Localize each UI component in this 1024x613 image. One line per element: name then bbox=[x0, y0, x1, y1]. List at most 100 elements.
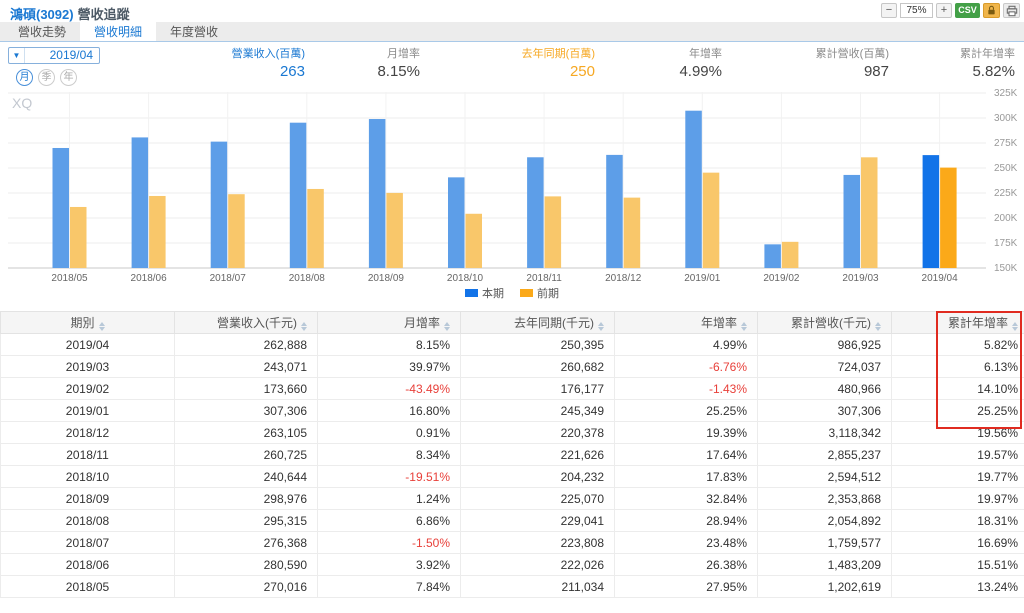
bar-current-2018/09[interactable] bbox=[368, 119, 386, 268]
table-cell: 2018/11 bbox=[0, 443, 175, 466]
bar-previous-2018/08[interactable] bbox=[307, 188, 324, 268]
table-cell: 2018/09 bbox=[0, 487, 175, 510]
column-header-累計營收(千元)[interactable]: 累計營收(千元) bbox=[757, 311, 892, 334]
bar-current-2018/06[interactable] bbox=[131, 137, 149, 268]
table-cell: 986,925 bbox=[757, 333, 892, 356]
printer-icon bbox=[1006, 5, 1017, 16]
table-row: 2018/06 280,590 3.92% 222,026 26.38% 1,483,20… bbox=[0, 553, 1024, 576]
table-cell: 2019/02 bbox=[0, 377, 175, 400]
period-dropdown[interactable]: ▼ 2019/04 bbox=[8, 47, 100, 64]
bar-current-2018/05[interactable] bbox=[52, 147, 70, 268]
bar-previous-2019/03[interactable] bbox=[861, 157, 878, 268]
tab-營收走勢[interactable]: 營收走勢 bbox=[18, 25, 67, 39]
tab-營收明細[interactable]: 營收明細 bbox=[80, 22, 157, 41]
period-mode-buttons: 月季年 bbox=[16, 69, 77, 86]
stat-label: 月增率 bbox=[387, 48, 420, 60]
bar-previous-2018/07[interactable] bbox=[228, 194, 245, 268]
table-cell: 6.86% bbox=[317, 509, 461, 532]
print-button[interactable] bbox=[1003, 3, 1020, 18]
column-header-營業收入(千元)[interactable]: 營業收入(千元) bbox=[174, 311, 318, 334]
y-axis-tick: 300K bbox=[994, 113, 1018, 124]
table-cell: 211,034 bbox=[460, 575, 615, 598]
table-cell: 480,966 bbox=[757, 377, 892, 400]
page-title: 鴻碩(3092) 營收追蹤 bbox=[10, 4, 130, 23]
column-header-月增率[interactable]: 月增率 bbox=[317, 311, 461, 334]
table-row: 2018/09 298,976 1.24% 225,070 32.84% 2,353,86… bbox=[0, 487, 1024, 510]
column-header-累計年增率[interactable]: 累計年增率 bbox=[891, 311, 1024, 334]
bar-previous-2019/02[interactable] bbox=[781, 241, 799, 268]
table-cell: 18.31% bbox=[891, 509, 1024, 532]
table-cell: 39.97% bbox=[317, 355, 461, 378]
stock-name: 鴻碩(3092) bbox=[10, 7, 74, 22]
table-cell: 204,232 bbox=[460, 465, 615, 488]
period-button-月[interactable]: 月 bbox=[16, 69, 33, 86]
bar-current-2019/03[interactable] bbox=[843, 174, 861, 268]
revenue-table: 期別 營業收入(千元) 月增率 去年同期(千元) 年增率 累計營收(千元) 累計年增率 20… bbox=[0, 311, 1024, 598]
x-axis-label: 2018/06 bbox=[131, 273, 168, 284]
table-cell: 27.95% bbox=[614, 575, 758, 598]
table-cell: 23.48% bbox=[614, 531, 758, 554]
bar-previous-2019/04[interactable] bbox=[940, 167, 957, 268]
tab-年度營收[interactable]: 年度營收 bbox=[170, 25, 219, 39]
table-cell: 724,037 bbox=[757, 355, 892, 378]
column-header-年增率[interactable]: 年增率 bbox=[614, 311, 758, 334]
bar-current-2019/01[interactable] bbox=[685, 110, 702, 268]
bar-current-2019/02[interactable] bbox=[764, 244, 781, 268]
bar-previous-2018/11[interactable] bbox=[544, 196, 562, 268]
zoom-out-button[interactable]: − bbox=[881, 3, 897, 18]
table-row: 2019/02 173,660 -43.49% 176,177 -1.43% 480,96… bbox=[0, 377, 1024, 400]
column-header-期別[interactable]: 期別 bbox=[0, 311, 175, 334]
revenue-table-container: 期別 營業收入(千元) 月增率 去年同期(千元) 年增率 累計營收(千元) 累計年增率 20… bbox=[0, 311, 1024, 613]
table-cell: 240,644 bbox=[174, 465, 318, 488]
bar-previous-2019/01[interactable] bbox=[702, 172, 720, 268]
bar-current-2018/08[interactable] bbox=[289, 122, 307, 268]
table-row: 2019/01 307,306 16.80% 245,349 25.25% 307,306… bbox=[0, 399, 1024, 422]
table-cell: 19.97% bbox=[891, 487, 1024, 510]
legend-swatch bbox=[520, 289, 533, 297]
table-cell: 260,725 bbox=[174, 443, 318, 466]
table-cell: 8.15% bbox=[317, 333, 461, 356]
table-cell: 2018/05 bbox=[0, 575, 175, 598]
x-axis-label: 2018/11 bbox=[526, 273, 562, 284]
legend-label: 前期 bbox=[537, 288, 559, 300]
zoom-in-button[interactable]: + bbox=[936, 3, 952, 18]
sort-icon bbox=[741, 322, 747, 331]
bar-previous-2018/09[interactable] bbox=[386, 192, 403, 268]
legend-item-本期: 本期 bbox=[465, 285, 504, 301]
tab-bar: 營收走勢 營收明細 年度營收 bbox=[0, 22, 1024, 42]
bar-current-2018/11[interactable] bbox=[527, 157, 544, 268]
y-axis-tick: 225K bbox=[994, 188, 1018, 199]
stat-月增率: 月增率 8.15% bbox=[377, 45, 420, 80]
period-button-季[interactable]: 季 bbox=[38, 69, 55, 86]
table-cell: 2,594,512 bbox=[757, 465, 892, 488]
bar-current-2018/07[interactable] bbox=[210, 141, 228, 268]
table-cell: 307,306 bbox=[174, 399, 318, 422]
csv-export-button[interactable]: CSV bbox=[955, 3, 980, 18]
bar-previous-2018/06[interactable] bbox=[149, 195, 166, 268]
bar-previous-2018/12[interactable] bbox=[623, 197, 641, 268]
x-axis-label: 2018/10 bbox=[447, 273, 484, 284]
bar-previous-2018/05[interactable] bbox=[70, 206, 87, 268]
bar-current-2018/10[interactable] bbox=[448, 177, 465, 268]
stat-label: 累計營收(百萬) bbox=[815, 48, 889, 60]
bar-previous-2018/10[interactable] bbox=[465, 213, 483, 268]
period-button-年[interactable]: 年 bbox=[60, 69, 77, 86]
column-header-label: 年增率 bbox=[700, 316, 737, 330]
table-cell: 2018/08 bbox=[0, 509, 175, 532]
bar-current-2018/12[interactable] bbox=[606, 154, 623, 268]
table-cell: 0.91% bbox=[317, 421, 461, 444]
x-axis-label: 2019/02 bbox=[763, 273, 800, 284]
table-row: 2018/05 270,016 7.84% 211,034 27.95% 1,202,61… bbox=[0, 575, 1024, 598]
stat-value: 4.99% bbox=[679, 63, 722, 80]
legend-label: 本期 bbox=[482, 288, 504, 300]
y-axis-tick: 250K bbox=[994, 163, 1018, 174]
stat-label: 去年同期(百萬) bbox=[521, 48, 595, 60]
period-dropdown-value: 2019/04 bbox=[49, 48, 93, 62]
table-cell: 295,315 bbox=[174, 509, 318, 532]
table-cell: 1.24% bbox=[317, 487, 461, 510]
column-header-去年同期(千元)[interactable]: 去年同期(千元) bbox=[460, 311, 615, 334]
table-cell: 25.25% bbox=[614, 399, 758, 422]
bar-current-2019/04[interactable] bbox=[922, 155, 940, 268]
stat-年增率: 年增率 4.99% bbox=[679, 45, 722, 80]
lock-button[interactable] bbox=[983, 3, 1000, 18]
